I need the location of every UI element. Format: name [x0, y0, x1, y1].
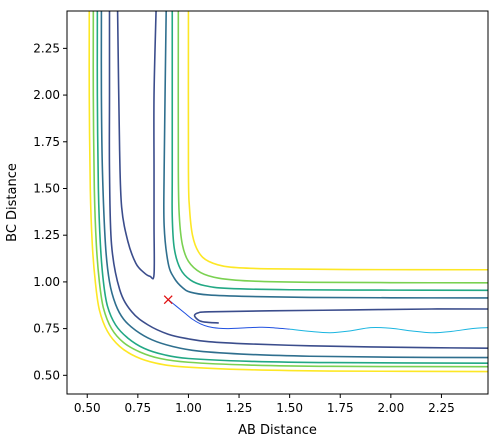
- start-marker: [163, 295, 173, 305]
- contour-level-2-branch-1: [100, 11, 488, 359]
- contour-level-2-branch-2: [162, 11, 488, 299]
- contour-level-5-branch-2: [187, 11, 488, 271]
- contour-level-5-branch-1: [88, 11, 488, 373]
- y-tick-label: 1.00: [33, 275, 60, 289]
- y-tick-label: 0.75: [33, 322, 60, 336]
- y-tick-label: 2.00: [33, 88, 60, 102]
- x-tick-label: 0.50: [74, 401, 101, 415]
- plot-content: [88, 11, 488, 373]
- y-tick-label: 1.50: [33, 181, 60, 195]
- contour-level-1-branch-2: [193, 308, 488, 324]
- x-axis-label: AB Distance: [238, 423, 317, 438]
- contour-level-4-branch-2: [177, 11, 488, 284]
- contour-level-3-branch-2: [171, 11, 488, 292]
- y-axis-label: BC Distance: [5, 163, 20, 242]
- x-tick-label: 2.00: [377, 401, 404, 415]
- contour-level-1-branch-3: [108, 11, 488, 350]
- contour-level-3-branch-1: [96, 11, 488, 364]
- x-tick-label: 2.25: [428, 401, 455, 415]
- y-tick-label: 1.75: [33, 135, 60, 149]
- y-tick-label: 1.25: [33, 228, 60, 242]
- contour-level-1-branch-1: [116, 11, 157, 280]
- x-tick-label: 1.75: [327, 401, 354, 415]
- x-tick-label: 1.00: [175, 401, 202, 415]
- x-tick-label: 1.25: [226, 401, 253, 415]
- contour-level-4-branch-1: [92, 11, 488, 368]
- y-tick-label: 0.50: [33, 368, 60, 382]
- trajectory-tail-line: [289, 327, 488, 334]
- axes-layer: 0.50 0.75 1.00 1.25 1.50 1.75 2.00 2.25 0.50 0.75…: [33, 10, 489, 415]
- x-tick-label: 0.75: [124, 401, 151, 415]
- x-tick-label: 1.50: [276, 401, 303, 415]
- y-tick-label: 2.25: [33, 41, 60, 55]
- plot-frame: [66, 10, 489, 395]
- trajectory-line: [167, 299, 290, 330]
